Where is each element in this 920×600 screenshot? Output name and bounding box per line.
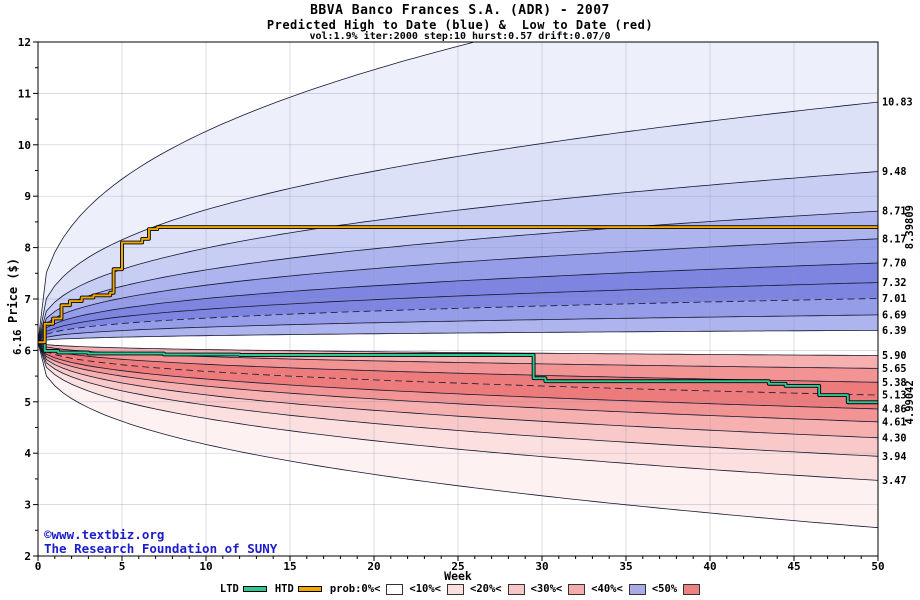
legend-prob-label: <10%< xyxy=(409,583,441,595)
htd-line-swatch xyxy=(297,586,322,592)
right-value-labels: 10.83 9.48 8.71 8.17 7.70 7.32 7.01 6.69 6.39 5.9… xyxy=(882,98,913,487)
legend-prob-swatch xyxy=(683,583,701,595)
ltd-line-swatch xyxy=(242,586,267,592)
y-tick-labels: 2 3 4 5 6 7 8 9 10 11 12 xyxy=(18,36,32,563)
htd-final-label: 8.39809 xyxy=(904,205,916,249)
chart-title: BBVA Banco Frances S.A. (ADR) - 2007 xyxy=(310,3,610,18)
legend-htd-item: HTD xyxy=(275,583,322,595)
legend-prob-label: <20%< xyxy=(470,583,502,595)
right-value-label: 3.47 xyxy=(882,476,907,487)
high-probability-bands xyxy=(38,42,878,343)
right-value-label: 7.01 xyxy=(882,294,907,305)
y-tick-label: 3 xyxy=(24,499,31,512)
x-tick-label: 10 xyxy=(199,560,212,573)
legend-prob-swatch xyxy=(628,583,646,595)
watermark-url: ©www.textbiz.org xyxy=(44,527,165,542)
legend: LTD HTD prob:0%< <10%< <20%< <30%< <40%< <50% xyxy=(0,583,920,595)
x-tick-label: 40 xyxy=(703,560,716,573)
right-value-label: 4.86 xyxy=(882,404,907,415)
y-tick-label: 4 xyxy=(24,447,31,460)
right-value-label: 9.48 xyxy=(882,167,907,178)
legend-ltd-label: LTD xyxy=(219,583,239,595)
legend-ltd-item: LTD xyxy=(220,583,267,595)
right-value-label: 8.17 xyxy=(882,234,907,245)
y-tick-label: 6 xyxy=(24,344,31,357)
legend-prob-label: <50% xyxy=(651,583,678,595)
right-value-label: 6.69 xyxy=(882,310,907,321)
right-value-label: 7.70 xyxy=(882,259,907,270)
legend-prob-swatch xyxy=(447,583,464,595)
y-axis-title: Price ($) xyxy=(6,258,20,324)
chart-parameters: vol:1.9% iter:2000 step:10 hurst:0.57 dr… xyxy=(309,31,611,42)
chart-subtitle: Predicted High to Date (blue) & Low to D… xyxy=(266,18,654,32)
legend-prob-swatch xyxy=(568,583,586,595)
right-value-label: 10.83 xyxy=(882,98,913,109)
x-tick-label: 0 xyxy=(35,560,42,573)
right-value-label: 4.30 xyxy=(882,433,907,444)
y-tick-label: 11 xyxy=(18,87,32,100)
legend-prob-label: <40%< xyxy=(591,583,623,595)
right-value-label: 5.65 xyxy=(882,364,907,375)
right-value-label: 5.38 xyxy=(882,378,907,389)
x-tick-label: 25 xyxy=(451,560,464,573)
start-price-label: 6.16 xyxy=(12,330,24,355)
right-value-label: 8.71 xyxy=(882,207,907,218)
y-tick-label: 8 xyxy=(24,242,31,255)
y-tick-label: 2 xyxy=(24,550,31,563)
x-tick-label: 45 xyxy=(787,560,800,573)
legend-probability-items: prob:0%< <10%< <20%< <30%< <40%< <50% xyxy=(329,583,701,595)
y-tick-label: 10 xyxy=(18,139,31,152)
x-tick-label: 20 xyxy=(367,560,380,573)
htd-line xyxy=(38,225,878,345)
right-value-label: 5.13 xyxy=(882,391,907,402)
legend-prob-swatch xyxy=(507,583,525,595)
legend-prob-label: prob:0%< xyxy=(329,583,381,595)
legend-htd-label: HTD xyxy=(274,583,294,595)
y-tick-label: 9 xyxy=(24,190,31,203)
legend-prob-swatch xyxy=(386,583,404,595)
right-value-label: 5.90 xyxy=(882,351,907,362)
y-tick-label: 12 xyxy=(18,36,31,49)
y-tick-label: 7 xyxy=(24,293,31,306)
right-value-label: 3.94 xyxy=(882,452,907,463)
right-value-label: 4.61 xyxy=(882,417,907,428)
x-axis-title: Week xyxy=(444,569,472,583)
ltd-final-label: 4.99042 xyxy=(904,380,916,424)
x-tick-label: 50 xyxy=(871,560,884,573)
x-tick-label: 15 xyxy=(283,560,296,573)
right-value-label: 6.39 xyxy=(882,326,907,337)
x-tick-label: 30 xyxy=(535,560,548,573)
watermark-org: The Research Foundation of SUNY xyxy=(44,541,278,556)
axis-ticks xyxy=(33,41,879,561)
right-value-label: 7.32 xyxy=(882,278,907,289)
x-tick-labels: 0 5 10 15 20 25 30 35 40 45 50 xyxy=(35,560,885,573)
y-tick-label: 5 xyxy=(24,396,31,409)
x-tick-label: 5 xyxy=(119,560,126,573)
ltd-line xyxy=(38,340,878,405)
x-tick-label: 35 xyxy=(619,560,632,573)
legend-prob-label: <30%< xyxy=(530,583,563,595)
